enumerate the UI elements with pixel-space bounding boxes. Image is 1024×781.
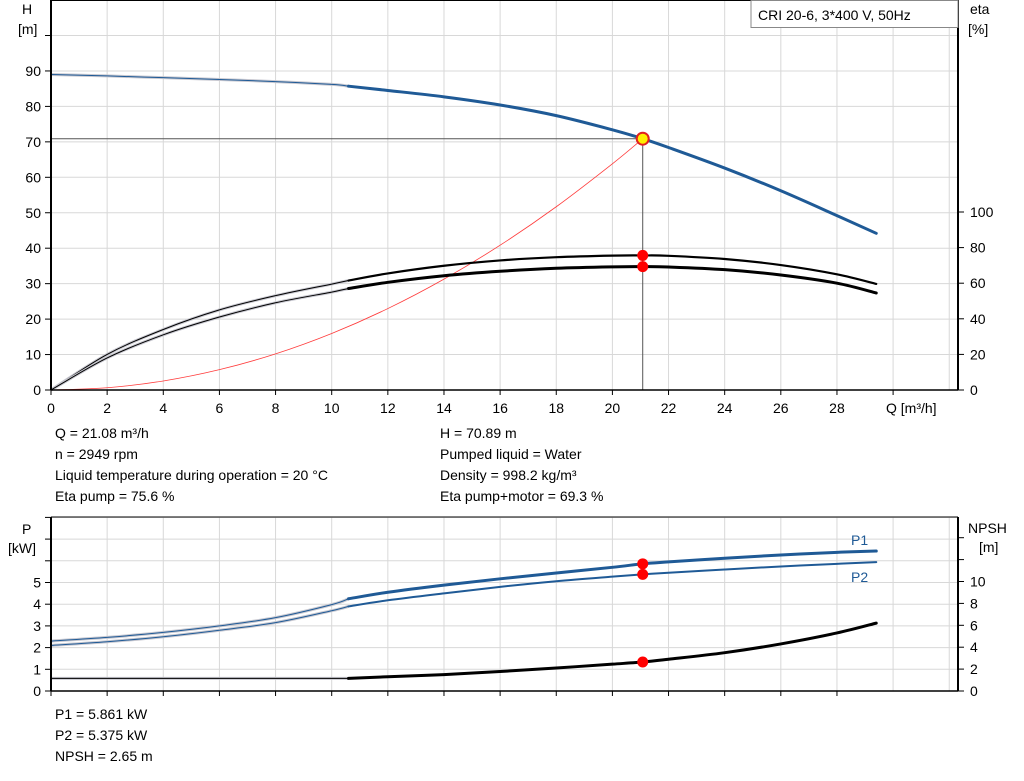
x-tick-label: 6 (216, 400, 224, 416)
x-tick-label: 22 (661, 400, 677, 416)
npsh-tick-label: 2 (970, 661, 978, 677)
curves (50, 72, 878, 680)
p1-curve (347, 549, 878, 601)
eta-pump-readout: Eta pump = 75.6 % (55, 488, 175, 504)
x-tick-label: 18 (548, 400, 564, 416)
p-tick-label: 1 (33, 661, 41, 677)
npsh-axis-unit: [m] (979, 539, 998, 555)
x-tick-label: 2 (103, 400, 111, 416)
eta-pump-motor-marker (637, 261, 649, 273)
h-axis-label: H (22, 1, 32, 17)
chart-title: CRI 20-6, 3*400 V, 50Hz (758, 7, 911, 23)
x-tick-label: 16 (492, 400, 508, 416)
h-tick-label: 60 (25, 169, 41, 185)
npsh-curve (347, 621, 878, 680)
eta-pump-motor-curve-halo (50, 287, 349, 392)
x-tick-label: 26 (773, 400, 789, 416)
eta-pump-marker (637, 249, 649, 261)
eta-tick-label: 40 (970, 311, 986, 327)
bottom-chart-grid (51, 516, 958, 691)
eta-tick-label: 0 (970, 382, 978, 398)
p1-marker (637, 558, 649, 570)
speed-readout: n = 2949 rpm (55, 446, 138, 462)
density-readout: Density = 998.2 kg/m³ (440, 467, 577, 483)
x-tick-label: 14 (436, 400, 452, 416)
eta-pump-motor-curve (347, 265, 878, 295)
p1-curve-halo (50, 597, 350, 643)
h-tick-label: 50 (25, 205, 41, 221)
npsh-tick-label: 8 (970, 595, 978, 611)
h-axis-unit: [m] (18, 21, 37, 37)
p2-curve-extrapolated (50, 605, 349, 646)
p-axis-unit: [kW] (8, 540, 36, 556)
eta-pump-curve (347, 254, 878, 286)
flow-readout: Q = 21.08 m³/h (55, 425, 149, 441)
x-tick-label: 10 (324, 400, 340, 416)
head-curve-halo (50, 72, 349, 88)
h-tick-label: 10 (25, 347, 41, 363)
p1-readout: P1 = 5.861 kW (55, 706, 148, 722)
p2-series-label: P2 (851, 569, 868, 585)
eta-tick-label: 80 (970, 240, 986, 256)
npsh-tick-label: 10 (970, 574, 986, 590)
head-readout: H = 70.89 m (440, 425, 517, 441)
x-tick-label: 4 (159, 400, 167, 416)
eta-axis-unit: [%] (968, 21, 988, 37)
p-tick-label: 4 (33, 596, 41, 612)
p2-marker (637, 568, 649, 580)
h-tick-label: 90 (25, 63, 41, 79)
legend-box: CRI 20-6, 3*400 V, 50Hz (750, 0, 959, 28)
h-tick-label: 80 (25, 98, 41, 114)
head-curve (347, 84, 878, 235)
x-tick-label: 20 (605, 400, 621, 416)
eta-axis-label: eta (970, 1, 990, 17)
x-tick-label: 28 (829, 400, 845, 416)
npsh-tick-label: 0 (970, 683, 978, 699)
p-tick-label: 5 (33, 575, 41, 591)
p-axis-label: P (22, 521, 31, 537)
eta-pump-motor-readout: Eta pump+motor = 69.3 % (440, 488, 604, 504)
h-tick-label: 40 (25, 240, 41, 256)
liquid-readout: Pumped liquid = Water (440, 446, 582, 462)
system-curve (50, 138, 643, 391)
duty-point-marker (635, 131, 650, 146)
eta-tick-label: 20 (970, 346, 986, 362)
npsh-tick-label: 6 (970, 617, 978, 633)
npsh-axis-label: NPSH (968, 520, 1007, 536)
h-tick-label: 20 (25, 311, 41, 327)
head-curve-extrapolated (50, 73, 349, 87)
p-tick-label: 0 (33, 683, 41, 699)
x-tick-label: 8 (272, 400, 280, 416)
eta-pump-curve-extrapolated (50, 280, 349, 391)
h-tick-label: 70 (25, 134, 41, 150)
info-bottom: P1 = 5.861 kW P2 = 5.375 kW NPSH = 2.65 … (55, 704, 153, 767)
info-top-right: H = 70.89 m Pumped liquid = Water Densit… (440, 423, 603, 507)
top-chart-grid (51, 0, 958, 390)
p-tick-label: 3 (33, 618, 41, 634)
p1-curve-extrapolated (50, 598, 349, 642)
p-tick-label: 2 (33, 640, 41, 656)
npsh-tick-label: 4 (970, 639, 978, 655)
x-tick-label: 12 (380, 400, 396, 416)
h-tick-label: 0 (33, 382, 41, 398)
p1-series-label: P1 (851, 532, 868, 548)
h-tick-label: 30 (25, 276, 41, 292)
x-tick-label: 0 (47, 400, 55, 416)
npsh-marker (637, 656, 649, 668)
x-tick-label: 24 (717, 400, 733, 416)
eta-pump-motor-curve-extrapolated (50, 288, 349, 391)
npsh-readout: NPSH = 2.65 m (55, 748, 153, 764)
eta-tick-label: 100 (970, 204, 994, 220)
q-axis-label: Q [m³/h] (886, 400, 937, 416)
temperature-readout: Liquid temperature during operation = 20… (55, 467, 328, 483)
axes: 0 2 4 6 8 10 12 14 16 18 20 22 24 26 28010203040506070… (25, 0, 994, 699)
p2-readout: P2 = 5.375 kW (55, 727, 148, 743)
eta-tick-label: 60 (970, 275, 986, 291)
info-top-left: Q = 21.08 m³/h n = 2949 rpm Liquid tempe… (55, 423, 328, 507)
p2-curve (347, 561, 878, 608)
